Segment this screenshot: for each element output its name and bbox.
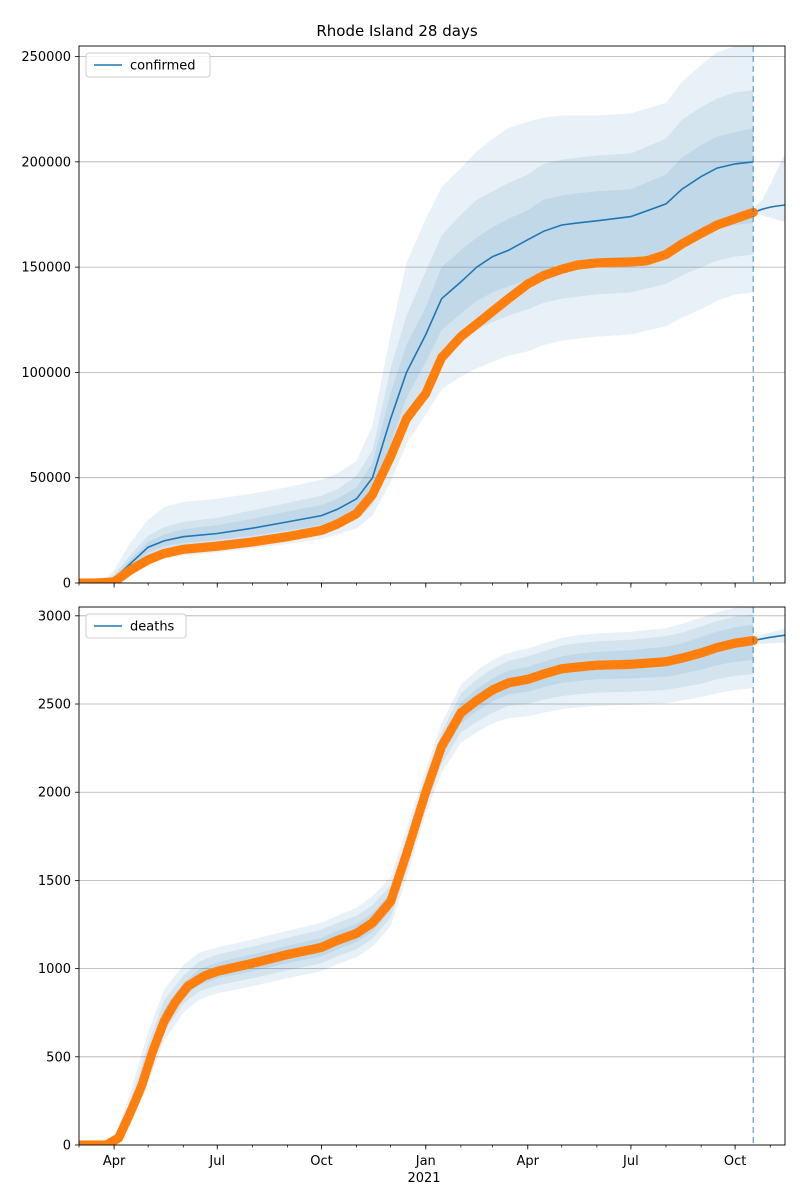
- y-tick-label: 2000: [38, 786, 71, 801]
- x-tick-label: Apr: [103, 1154, 126, 1169]
- deaths-panel: 0 500 1000 1500 2000 2500 3000 Apr Jul Oct Jan Apr J…: [38, 606, 786, 1169]
- y-tick-label: 1000: [38, 962, 71, 977]
- y-tick-label: 100000: [21, 366, 71, 381]
- axes-frame: [78, 45, 786, 584]
- forecast-median-line: [79, 639, 754, 1145]
- legend-box: [85, 52, 211, 78]
- uncertainty-band-mid: [79, 614, 754, 1145]
- x-tick-label: Jan: [415, 1154, 436, 1169]
- forecast-median-line: [79, 161, 754, 583]
- uncertainty-band-mid: [79, 90, 754, 583]
- x-tick-label: Jul: [622, 1154, 639, 1169]
- y-tick-label: 150000: [21, 261, 71, 276]
- x-tick-label: Apr: [517, 1154, 540, 1169]
- y-tick-label: 200000: [21, 155, 71, 170]
- y-tick-label: 500: [46, 1050, 71, 1065]
- y-tick-label: 0: [63, 1139, 71, 1154]
- y-tick-label: 1500: [38, 874, 71, 889]
- projection-band: [753, 153, 785, 222]
- chart-title: Rhode Island 28 days: [316, 22, 477, 40]
- y-tick-label: 3000: [38, 609, 71, 624]
- legend: confirmed: [85, 52, 211, 78]
- legend: deaths: [85, 613, 187, 639]
- legend-box: [85, 613, 187, 639]
- uncertainty-band-outer: [79, 46, 754, 583]
- confirmed-panel: 0 50000 100000 150000 200000 250000 confirmed: [21, 45, 786, 592]
- y-tick-label: 2500: [38, 698, 71, 713]
- uncertainty-band-inner: [79, 128, 754, 583]
- x-tick-label: Jul: [208, 1154, 225, 1169]
- plot-area: [79, 46, 785, 583]
- observed-point: [748, 207, 758, 217]
- x-axis-year-label: 2021: [407, 1171, 440, 1186]
- x-tick-label: Oct: [310, 1154, 332, 1169]
- projection-median-line: [753, 204, 785, 214]
- y-tick-label: 0: [63, 577, 71, 592]
- y-tick-label: 50000: [30, 471, 71, 486]
- axes-frame: [78, 606, 786, 1146]
- legend-label: confirmed: [130, 59, 196, 74]
- y-tick-label: 250000: [21, 50, 71, 65]
- plot-area: [79, 607, 785, 1145]
- x-tick-label: Oct: [724, 1154, 746, 1169]
- projection-median-line: [753, 634, 785, 642]
- legend-label: deaths: [130, 620, 175, 635]
- projection-band: [753, 628, 785, 644]
